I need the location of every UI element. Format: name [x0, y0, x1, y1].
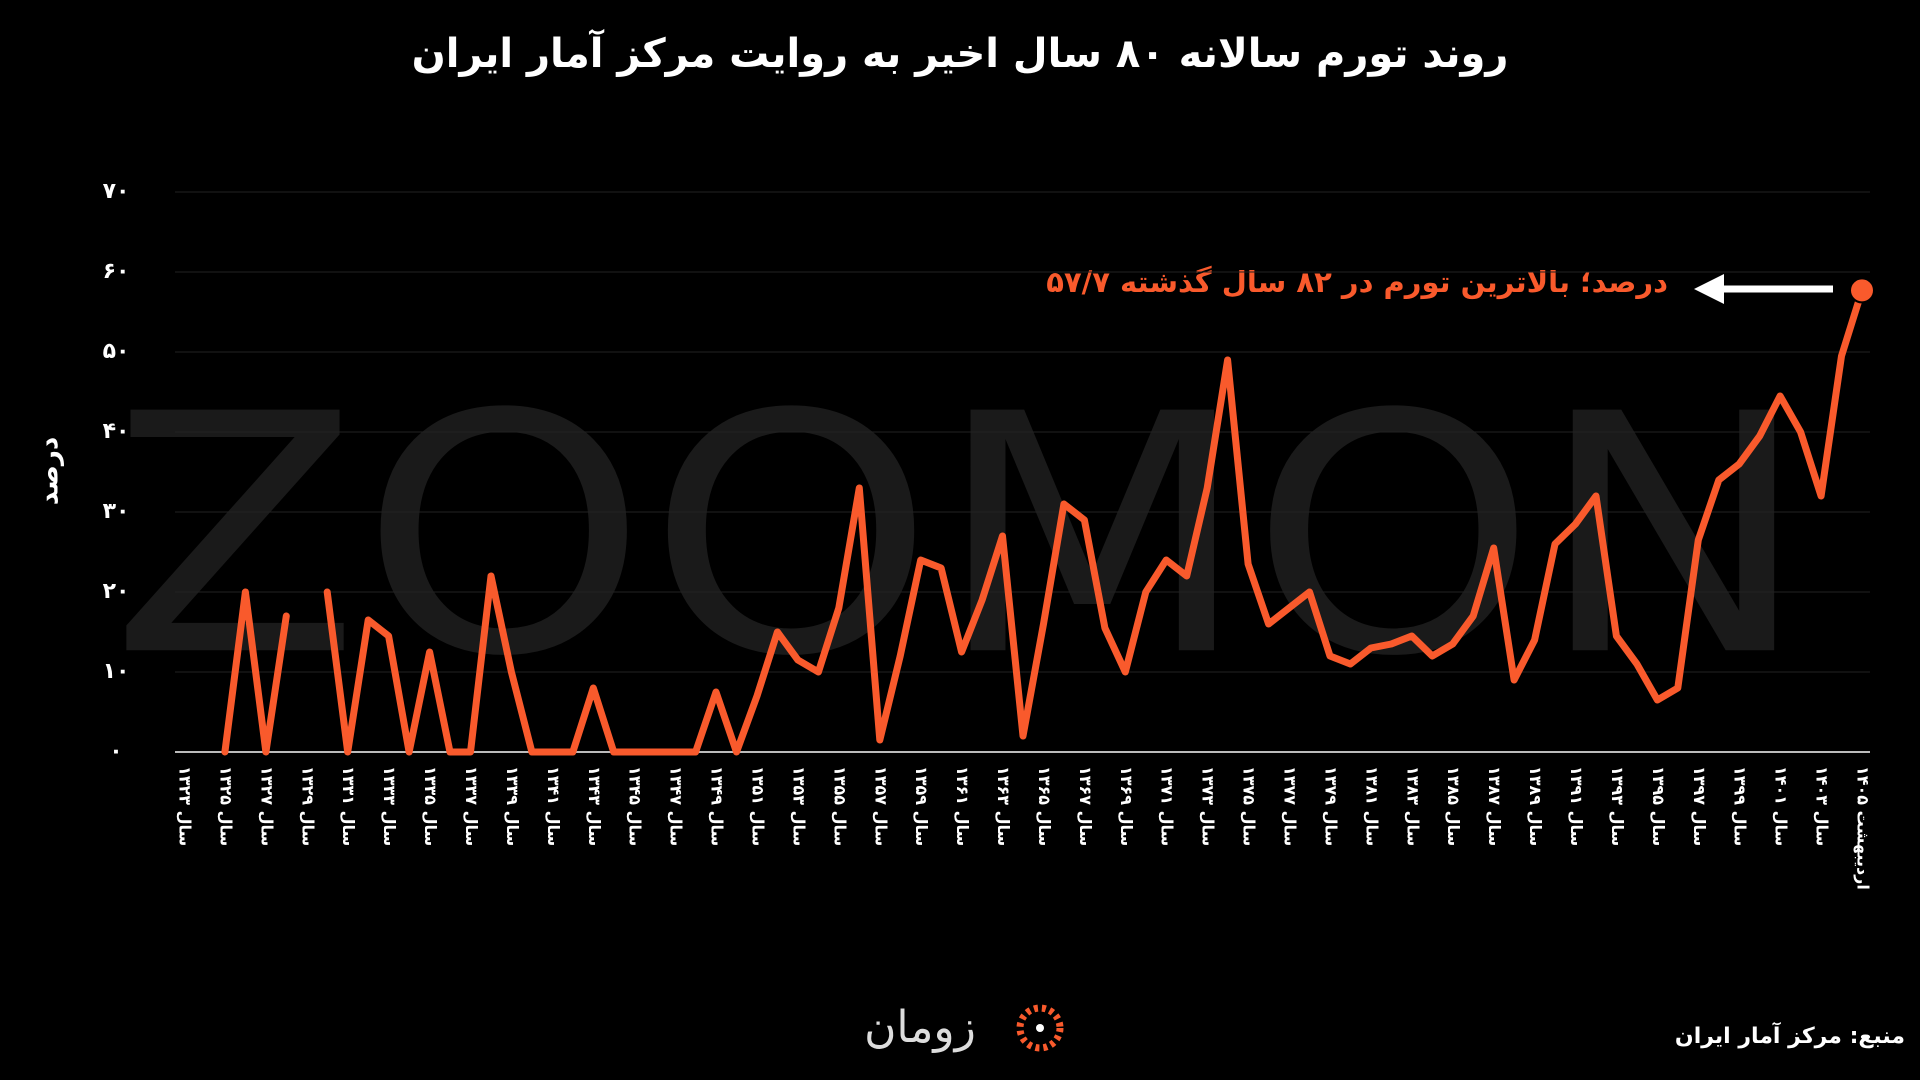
x-tick-label: سال ۱۳۲۵: [216, 766, 235, 846]
y-tick-label: ۵۰: [103, 339, 130, 364]
x-tick-label: سال ۱۳۲۷: [257, 766, 276, 846]
x-tick-label: سال ۱۳۷۱: [1158, 766, 1177, 846]
x-tick-label: سال ۱۳۵۵: [830, 766, 849, 846]
x-tick-label: سال ۱۳۳۱: [339, 766, 358, 846]
logo-dot: [1036, 1024, 1044, 1032]
logo-text: زومان: [864, 1002, 976, 1053]
y-tick-label: ۲۰: [103, 579, 130, 604]
x-tick-label: سال ۱۳۷۹: [1321, 766, 1340, 846]
x-tick-label: سال ۱۳۶۹: [1117, 766, 1136, 846]
x-tick-label: سال ۱۳۸۵: [1444, 766, 1463, 846]
annotation-arrowhead: [1694, 274, 1724, 304]
x-tick-label: سال ۱۳۸۷: [1485, 766, 1504, 846]
x-tick-label: سال ۱۳۹۷: [1690, 766, 1709, 846]
x-tick-label: سال ۱۴۰۱: [1772, 766, 1791, 846]
x-tick-label: سال ۱۳۳۵: [421, 766, 440, 846]
y-tick-label: ۶۰: [103, 259, 130, 284]
x-tick-label: سال ۱۳۴۵: [626, 766, 645, 846]
x-tick-label: سال ۱۴۰۳: [1813, 766, 1832, 846]
x-tick-label: سال ۱۳۲۳: [176, 766, 195, 846]
x-tick-label: سال ۱۳۵۷: [871, 766, 890, 846]
x-tick-label: سال ۱۳۶۱: [953, 766, 972, 846]
y-tick-label: ۱۰: [103, 659, 130, 684]
x-tick-label: سال ۱۳۳۳: [380, 766, 399, 846]
x-tick-label: سال ۱۳۴۱: [544, 766, 563, 846]
watermark: ZOOMON: [110, 344, 1810, 728]
logo-ring: [1016, 1004, 1064, 1052]
x-tick-label: سال ۱۳۸۱: [1362, 766, 1381, 846]
y-axis-label: درصد: [35, 437, 65, 505]
x-tick-label: سال ۱۳۹۵: [1649, 766, 1668, 846]
annotation: ۵۷/۷ درصد؛ بالاترین تورم در ۸۲ سال گذشته: [1046, 265, 1668, 299]
logo-icon: [1016, 1004, 1064, 1052]
x-tick-label: سال ۱۳۵۹: [912, 766, 931, 846]
y-tick-label: ۷۰: [103, 179, 130, 204]
x-tick-label: سال ۱۳۹۳: [1608, 766, 1627, 846]
x-tick-label: سال ۱۳۹۹: [1731, 766, 1750, 846]
x-tick-label: سال ۱۳۴۳: [585, 766, 604, 846]
x-tick-label: سال ۱۳۵۳: [789, 766, 808, 846]
x-tick-label: سال ۱۳۸۹: [1526, 766, 1545, 846]
x-tick-label: سال ۱۳۷۷: [1281, 766, 1300, 846]
y-tick-label: ۳۰: [103, 499, 130, 524]
x-tick-label: سال ۱۳۳۹: [503, 766, 522, 846]
x-tick-label: سال ۱۳۷۵: [1240, 766, 1259, 846]
x-tick-label: سال ۱۳۲۹: [298, 766, 317, 846]
x-tick-label: سال ۱۳۸۳: [1403, 766, 1422, 846]
highlight-point: [1849, 277, 1875, 304]
x-tick-label: سال ۱۳۶۵: [1035, 766, 1054, 846]
x-tick-label: سال ۱۳۵۱: [748, 766, 767, 846]
x-tick-label: سال ۱۳۶۳: [994, 766, 1013, 846]
x-tick-label: سال ۱۳۴۹: [708, 766, 727, 846]
x-tick-label: سال ۱۳۹۱: [1567, 766, 1586, 846]
y-tick-label: ۰: [109, 739, 122, 764]
y-tick-label: ۴۰: [103, 419, 130, 444]
x-tick-label: سال ۱۳۴۷: [667, 766, 686, 846]
x-tick-label: سال ۱۳۶۷: [1076, 766, 1095, 846]
x-tick-label: سال ۱۳۷۳: [1199, 766, 1218, 846]
data-line: [221, 286, 1866, 756]
x-tick-label: سال ۱۳۳۷: [462, 766, 481, 846]
x-tick-label: اردیبهشت ۱۴۰۵: [1854, 766, 1873, 890]
chart-title: روند تورم سالانه ۸۰ سال اخیر به روایت مر…: [412, 28, 1509, 77]
source: منبع: مرکز آمار ایران: [1675, 1021, 1905, 1049]
